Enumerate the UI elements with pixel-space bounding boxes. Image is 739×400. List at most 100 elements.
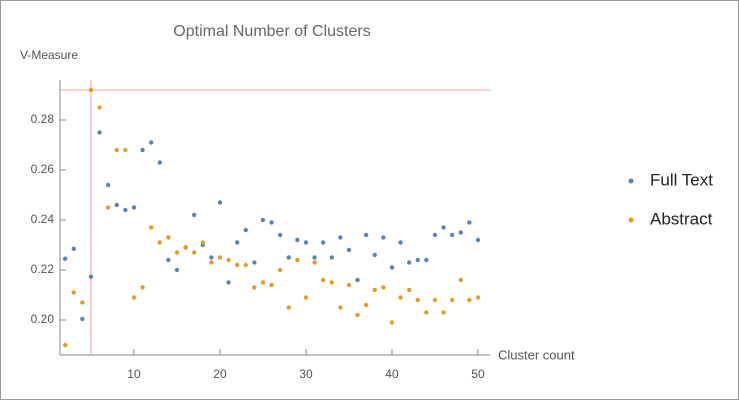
legend-marker	[628, 217, 634, 223]
point	[449, 297, 455, 303]
point	[174, 267, 180, 273]
point	[295, 257, 300, 263]
point	[449, 232, 455, 238]
point	[329, 255, 334, 260]
point	[424, 310, 429, 315]
point	[209, 260, 214, 265]
point	[166, 257, 171, 263]
point	[312, 260, 317, 265]
y-tick-label: 0.28	[31, 112, 55, 126]
point	[131, 205, 137, 210]
point	[389, 265, 395, 270]
x-tick-label: 30	[299, 367, 313, 381]
point	[105, 182, 111, 188]
point	[406, 260, 412, 265]
point	[157, 160, 162, 165]
point	[398, 240, 403, 245]
point	[338, 305, 343, 310]
point	[269, 282, 274, 288]
point	[131, 295, 137, 300]
point	[88, 274, 94, 279]
point	[286, 305, 291, 310]
point	[467, 220, 472, 225]
point	[303, 295, 309, 300]
point	[123, 207, 128, 213]
point	[62, 342, 68, 348]
point	[363, 232, 369, 238]
point	[114, 202, 119, 208]
y-tick-label: 0.20	[31, 312, 55, 326]
x-axis-label: Cluster count	[498, 347, 575, 362]
point	[217, 200, 223, 205]
point	[114, 147, 119, 153]
point	[252, 260, 257, 265]
point	[295, 237, 300, 243]
point	[467, 297, 472, 303]
point	[277, 267, 283, 273]
point	[398, 295, 403, 300]
point	[97, 130, 102, 135]
point	[415, 297, 420, 303]
point	[389, 320, 395, 325]
point	[174, 250, 180, 255]
point	[329, 280, 334, 285]
point	[123, 147, 128, 153]
point	[424, 257, 429, 263]
x-tick-label: 40	[385, 367, 399, 381]
legend-label: Abstract	[650, 209, 713, 228]
point	[80, 316, 85, 322]
point	[183, 245, 188, 250]
point	[148, 225, 154, 230]
y-axis-label: V-Measure	[20, 48, 78, 62]
legend-marker	[628, 178, 634, 184]
point	[260, 280, 266, 285]
point	[269, 220, 274, 225]
point	[80, 300, 85, 305]
x-tick-label: 20	[213, 367, 227, 381]
point	[338, 235, 343, 240]
point	[277, 232, 283, 238]
point	[381, 285, 386, 290]
y-tick-label: 0.24	[31, 212, 55, 226]
point	[432, 232, 438, 238]
point	[140, 147, 145, 153]
point	[217, 255, 223, 260]
point	[62, 256, 68, 261]
point	[312, 255, 317, 260]
point	[432, 297, 438, 303]
point	[303, 240, 309, 245]
point	[363, 302, 369, 308]
point	[441, 225, 446, 230]
point	[226, 257, 231, 263]
legend-label: Full Text	[650, 170, 713, 189]
y-tick-label: 0.26	[31, 162, 55, 176]
point	[234, 262, 240, 268]
point	[140, 285, 145, 290]
point	[458, 277, 463, 283]
point	[157, 240, 162, 245]
point	[381, 235, 386, 240]
point	[458, 230, 463, 235]
point	[234, 240, 240, 245]
point	[243, 262, 248, 268]
point	[191, 250, 197, 255]
point	[475, 237, 481, 243]
chart-title: Optimal Number of Clusters	[173, 23, 370, 40]
x-tick-label: 10	[127, 367, 141, 381]
point	[320, 240, 326, 245]
x-tick-label: 50	[471, 367, 485, 381]
point	[286, 255, 291, 260]
point	[209, 255, 214, 260]
point	[372, 252, 377, 258]
point	[406, 287, 412, 293]
y-tick-label: 0.22	[31, 262, 55, 276]
point	[243, 227, 248, 233]
point	[320, 277, 326, 283]
point	[88, 87, 94, 93]
point	[148, 140, 154, 145]
point	[475, 295, 481, 300]
point	[200, 240, 205, 245]
point	[415, 257, 420, 263]
point	[355, 312, 360, 318]
